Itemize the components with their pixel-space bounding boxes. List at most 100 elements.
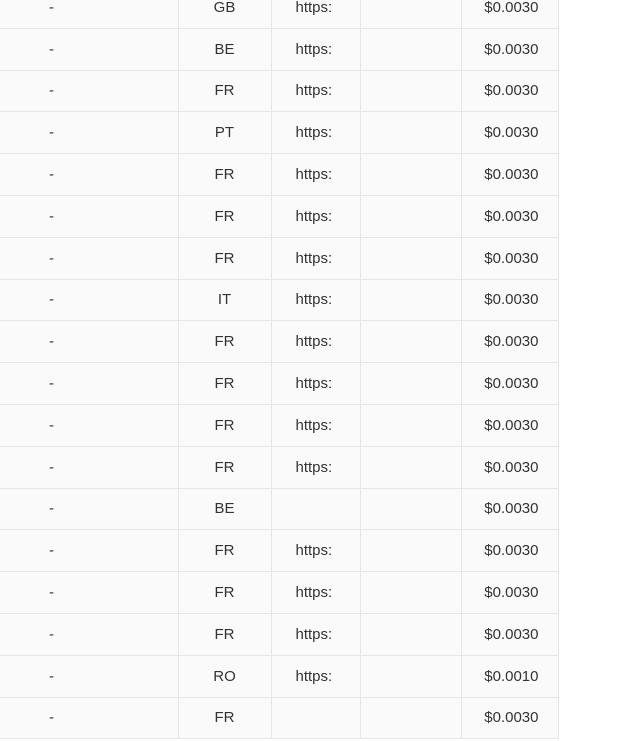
url-cell: https:: [271, 111, 361, 155]
country-cell: FR: [178, 362, 272, 405]
dash-cell: -: [0, 111, 179, 155]
price-cell: $0.0030: [461, 404, 559, 447]
table-row[interactable]: - FR $0.0030: [0, 697, 559, 740]
table-row[interactable]: - FR https: $0.0030: [0, 320, 559, 364]
dash-cell: -: [0, 488, 179, 531]
dash-cell: -: [0, 320, 179, 364]
url-cell: https:: [271, 446, 361, 489]
empty-cell: [360, 70, 462, 113]
dash-cell: -: [0, 404, 179, 447]
table-row[interactable]: - FR https: $0.0030: [0, 70, 559, 113]
dash-cell: -: [0, 70, 179, 113]
price-cell: $0.0030: [461, 153, 559, 196]
url-cell: https:: [271, 404, 361, 447]
table-row[interactable]: - GB https: $0.0030: [0, 0, 559, 29]
price-cell: $0.0030: [461, 70, 559, 113]
table-row[interactable]: - FR https: $0.0030: [0, 529, 559, 573]
table-row[interactable]: - BE https: $0.0030: [0, 28, 559, 71]
price-cell: $0.0030: [461, 320, 559, 364]
price-cell: $0.0030: [461, 362, 559, 405]
url-cell: https:: [271, 655, 361, 698]
url-cell: https:: [271, 28, 361, 71]
dash-cell: -: [0, 613, 179, 656]
empty-cell: [360, 655, 462, 698]
empty-cell: [360, 362, 462, 405]
data-table-container: - GB https: $0.0030- BE https: $0.0030- FR https…: [0, 0, 559, 740]
table-row[interactable]: - FR https: $0.0030: [0, 613, 559, 656]
dash-cell: -: [0, 153, 179, 196]
dash-cell: -: [0, 0, 179, 29]
price-cell: $0.0030: [461, 571, 559, 614]
country-cell: FR: [178, 697, 272, 740]
price-cell: $0.0030: [461, 488, 559, 531]
url-cell: [271, 488, 361, 531]
empty-cell: [360, 404, 462, 447]
country-cell: RO: [178, 655, 272, 698]
country-cell: FR: [178, 320, 272, 364]
dash-cell: -: [0, 362, 179, 405]
country-cell: BE: [178, 488, 272, 531]
url-cell: https:: [271, 279, 361, 322]
url-cell: https:: [271, 195, 361, 238]
price-cell: $0.0030: [461, 111, 559, 155]
price-cell: $0.0030: [461, 279, 559, 322]
country-cell: PT: [178, 111, 272, 155]
empty-cell: [360, 237, 462, 280]
table-row[interactable]: - IT https: $0.0030: [0, 279, 559, 322]
empty-cell: [360, 697, 462, 740]
dash-cell: -: [0, 28, 179, 71]
price-cell: $0.0030: [461, 697, 559, 740]
dash-cell: -: [0, 529, 179, 573]
country-cell: FR: [178, 237, 272, 280]
empty-cell: [360, 320, 462, 364]
country-cell: FR: [178, 529, 272, 573]
empty-cell: [360, 571, 462, 614]
country-cell: FR: [178, 446, 272, 489]
price-cell: $0.0030: [461, 446, 559, 489]
dash-cell: -: [0, 571, 179, 614]
empty-cell: [360, 195, 462, 238]
country-cell: FR: [178, 153, 272, 196]
dash-cell: -: [0, 655, 179, 698]
table-row[interactable]: - RO https: $0.0010: [0, 655, 559, 698]
empty-cell: [360, 488, 462, 531]
price-cell: $0.0030: [461, 0, 559, 29]
empty-cell: [360, 111, 462, 155]
empty-cell: [360, 153, 462, 196]
empty-cell: [360, 28, 462, 71]
country-cell: FR: [178, 195, 272, 238]
dash-cell: -: [0, 279, 179, 322]
url-cell: [271, 697, 361, 740]
dash-cell: -: [0, 446, 179, 489]
table-row[interactable]: - FR https: $0.0030: [0, 153, 559, 196]
url-cell: https:: [271, 237, 361, 280]
table-row[interactable]: - BE $0.0030: [0, 488, 559, 531]
price-cell: $0.0030: [461, 237, 559, 280]
url-cell: https:: [271, 613, 361, 656]
table-row[interactable]: - FR https: $0.0030: [0, 362, 559, 405]
table-row[interactable]: - FR https: $0.0030: [0, 571, 559, 614]
url-cell: https:: [271, 320, 361, 364]
table-row[interactable]: - FR https: $0.0030: [0, 404, 559, 447]
country-cell: IT: [178, 279, 272, 322]
table-row[interactable]: - FR https: $0.0030: [0, 195, 559, 238]
url-cell: https:: [271, 0, 361, 29]
country-cell: FR: [178, 404, 272, 447]
table-row[interactable]: - FR https: $0.0030: [0, 446, 559, 489]
country-cell: BE: [178, 28, 272, 71]
url-cell: https:: [271, 362, 361, 405]
price-cell: $0.0030: [461, 28, 559, 71]
empty-cell: [360, 529, 462, 573]
country-cell: FR: [178, 613, 272, 656]
empty-cell: [360, 0, 462, 29]
table-row[interactable]: - PT https: $0.0030: [0, 111, 559, 155]
empty-cell: [360, 446, 462, 489]
url-cell: https:: [271, 529, 361, 573]
url-cell: https:: [271, 153, 361, 196]
dash-cell: -: [0, 237, 179, 280]
url-cell: https:: [271, 571, 361, 614]
table-row[interactable]: - FR https: $0.0030: [0, 237, 559, 280]
price-cell: $0.0010: [461, 655, 559, 698]
price-cell: $0.0030: [461, 529, 559, 573]
empty-cell: [360, 613, 462, 656]
